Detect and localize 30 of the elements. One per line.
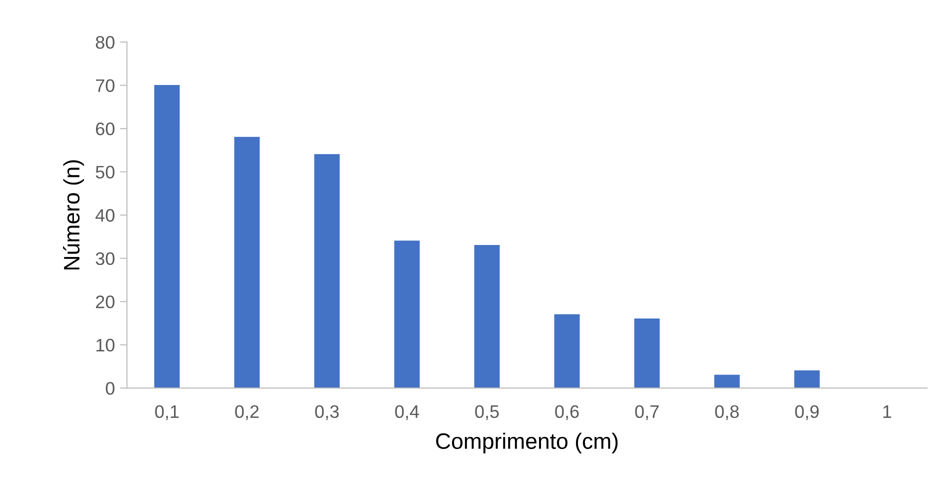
x-tick-label: 0,4 xyxy=(395,405,420,420)
x-tick-label: 0,2 xyxy=(235,405,259,420)
x-tick-label: 0,7 xyxy=(635,405,659,420)
bar xyxy=(634,318,660,388)
y-tick-label: 70 xyxy=(96,79,114,92)
y-tick-label: 10 xyxy=(96,338,114,352)
y-tick-label: 50 xyxy=(96,166,114,179)
x-tick-label: 0,8 xyxy=(715,405,739,420)
y-tick-label: 60 xyxy=(96,122,114,136)
x-tick-label: 0,5 xyxy=(475,405,499,420)
x-tick-label: 0,1 xyxy=(155,405,179,420)
y-tick-label: 20 xyxy=(96,296,114,308)
bar xyxy=(234,136,260,388)
bar xyxy=(394,240,420,388)
y-tick-label: 80 xyxy=(96,36,114,49)
x-tick-label: 0,9 xyxy=(795,405,819,420)
y-tick-label: 30 xyxy=(96,252,114,266)
bar xyxy=(714,374,740,388)
bar xyxy=(474,245,500,388)
x-axis-title: Comprimento (cm) xyxy=(436,432,618,454)
bar xyxy=(154,84,180,388)
y-tick-label: 0 xyxy=(106,382,114,395)
x-tick-label: 1 xyxy=(883,405,892,418)
bar xyxy=(794,370,820,388)
y-axis-title: Número (n) xyxy=(62,160,84,270)
y-tick-label: 40 xyxy=(95,209,114,222)
bar xyxy=(314,154,340,388)
x-tick-label: 0,3 xyxy=(315,405,339,420)
bar xyxy=(554,314,580,388)
x-tick-label: 0,6 xyxy=(555,405,579,420)
